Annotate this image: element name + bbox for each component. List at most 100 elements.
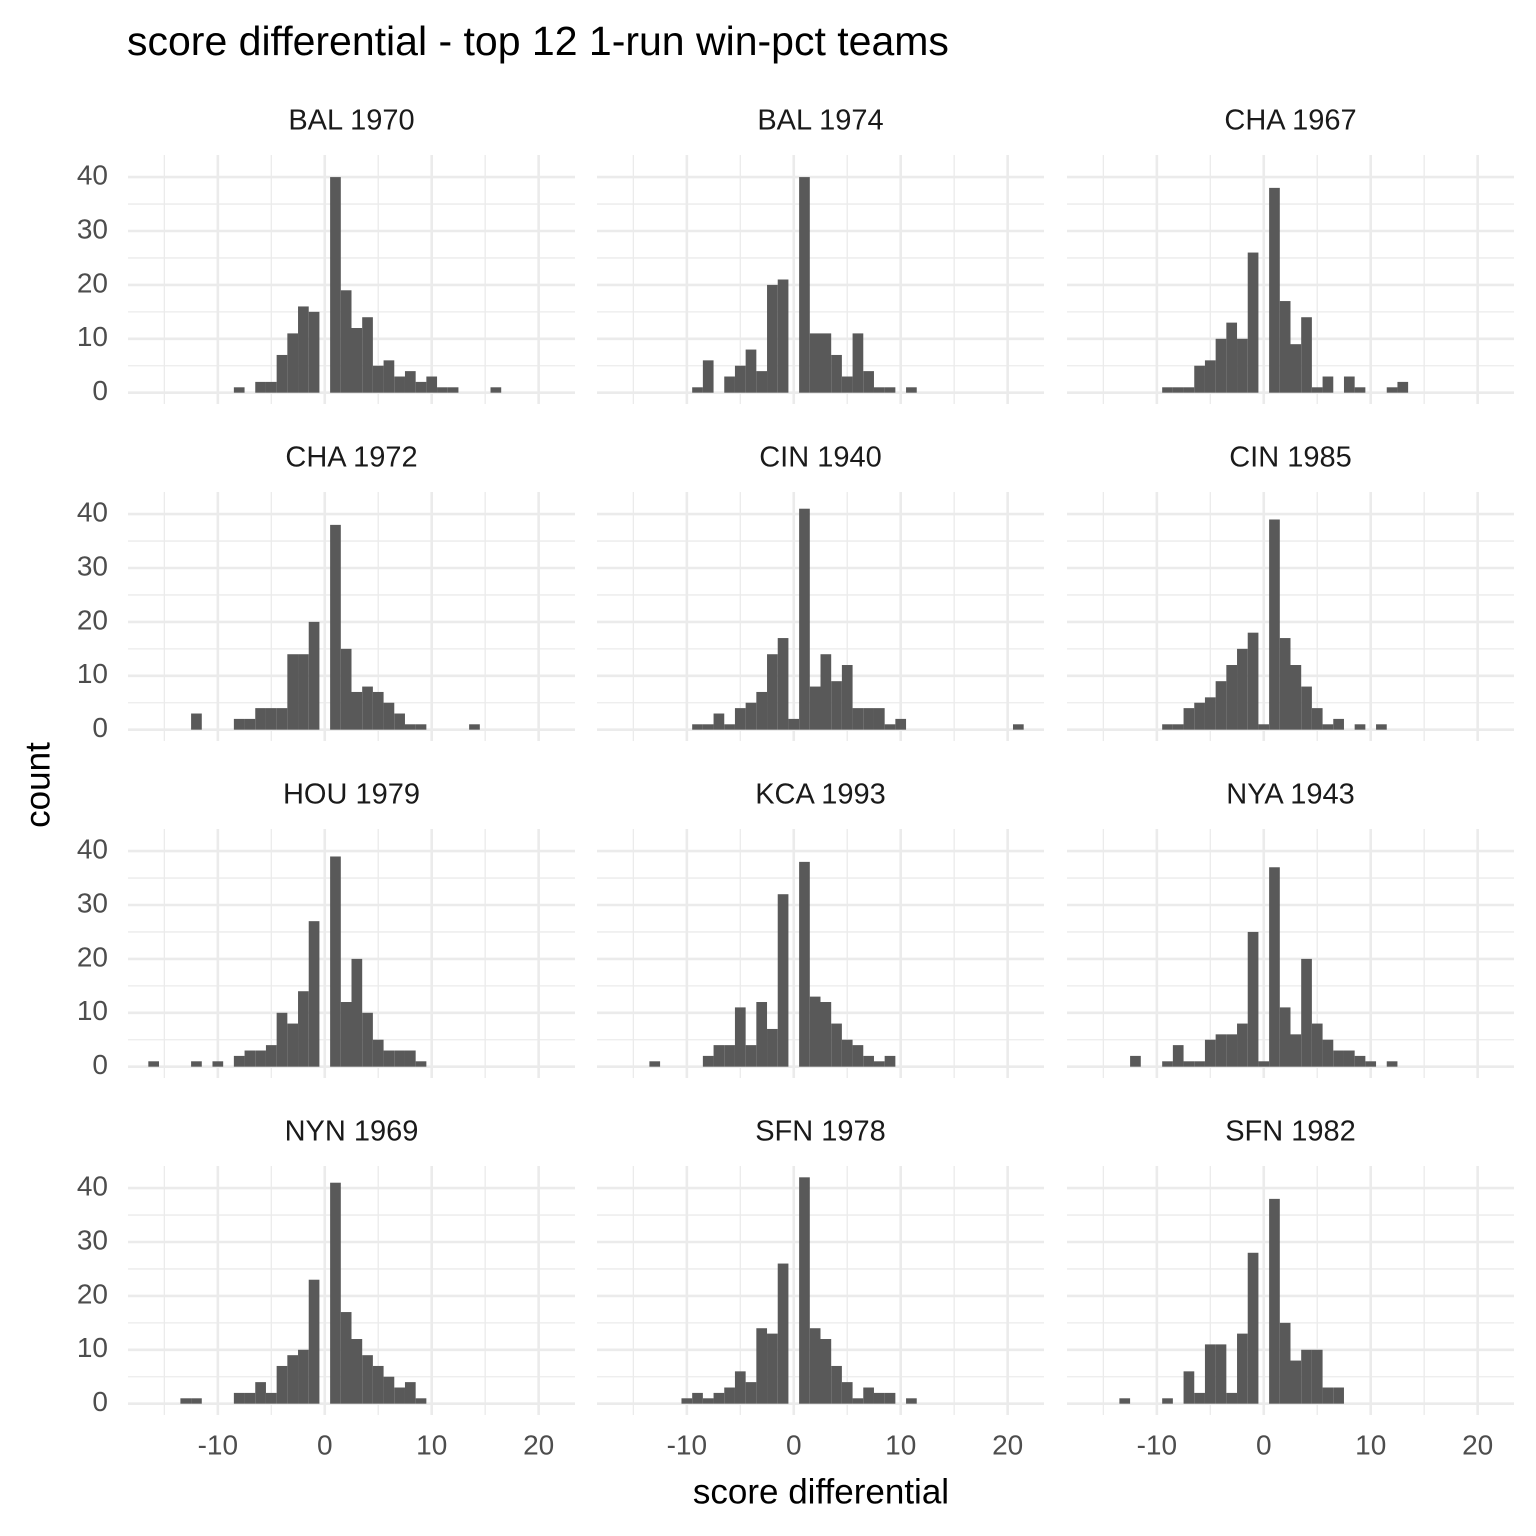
histogram-bar bbox=[244, 718, 256, 730]
y-tick-label: 10 bbox=[77, 658, 108, 689]
histogram-bar bbox=[1247, 931, 1259, 1067]
histogram-bar bbox=[713, 1392, 725, 1404]
y-tick-label: 20 bbox=[77, 604, 108, 635]
histogram-bar bbox=[308, 311, 320, 393]
histogram-bar bbox=[724, 376, 735, 393]
x-tick-label: -10 bbox=[667, 1429, 707, 1460]
histogram-bar bbox=[702, 724, 714, 730]
histogram-bar bbox=[756, 691, 768, 730]
histogram-bar bbox=[1354, 387, 1366, 393]
histogram-bar bbox=[799, 508, 810, 730]
histogram-bar bbox=[383, 702, 395, 730]
histogram-bar bbox=[724, 1387, 735, 1404]
histogram-bar bbox=[1322, 1387, 1334, 1404]
histogram-bar bbox=[1279, 1007, 1291, 1067]
histogram-bar bbox=[745, 349, 757, 393]
histogram-bar bbox=[767, 284, 778, 393]
histogram-bar bbox=[372, 691, 384, 730]
histogram-bar bbox=[1343, 1050, 1355, 1067]
histogram-bar bbox=[415, 1398, 427, 1404]
y-tick-label: 0 bbox=[92, 1049, 108, 1080]
histogram-bar bbox=[745, 1045, 757, 1067]
histogram-bar bbox=[852, 708, 864, 730]
histogram-bar bbox=[831, 354, 842, 393]
y-tick-label: 0 bbox=[92, 375, 108, 406]
x-tick-label: 20 bbox=[1462, 1429, 1493, 1460]
histogram-bar bbox=[1311, 708, 1323, 730]
histogram-bar bbox=[777, 894, 789, 1067]
histogram-bar bbox=[265, 381, 277, 393]
histogram-bar bbox=[1194, 1392, 1205, 1404]
histogram-bar bbox=[788, 718, 800, 730]
histogram-bar bbox=[287, 654, 299, 730]
histogram-bar bbox=[767, 1028, 778, 1067]
panel-title: HOU 1979 bbox=[283, 779, 420, 811]
histogram-bar bbox=[340, 1002, 352, 1067]
histogram-bar bbox=[1290, 1360, 1302, 1404]
histogram-bar bbox=[863, 1387, 874, 1404]
histogram-bar bbox=[394, 1387, 405, 1404]
histogram-bar bbox=[873, 387, 885, 393]
histogram-bar bbox=[1258, 724, 1270, 730]
histogram-bar bbox=[394, 1050, 405, 1067]
x-tick-label: 0 bbox=[1256, 1429, 1272, 1460]
histogram-bar bbox=[1269, 187, 1280, 393]
histogram-bar bbox=[1376, 724, 1387, 730]
x-tick-label: -10 bbox=[198, 1429, 238, 1460]
histogram-bar bbox=[884, 1392, 896, 1404]
y-tick-label: 40 bbox=[77, 833, 108, 864]
histogram-bar bbox=[447, 387, 459, 393]
histogram-bar bbox=[1012, 724, 1024, 730]
histogram-bar bbox=[1162, 1398, 1173, 1404]
histogram-bar bbox=[351, 691, 363, 730]
y-tick-label: 10 bbox=[77, 1332, 108, 1363]
x-tick-label: 20 bbox=[523, 1429, 554, 1460]
histogram-bar bbox=[244, 1050, 256, 1067]
histogram-bar bbox=[1215, 1344, 1227, 1404]
histogram-bar bbox=[1247, 252, 1259, 393]
histogram-bar bbox=[734, 1371, 746, 1404]
panel-title: CHA 1972 bbox=[285, 442, 417, 474]
y-tick-label: 30 bbox=[77, 887, 108, 918]
y-tick-label: 40 bbox=[77, 159, 108, 190]
histogram-bar bbox=[1194, 702, 1205, 730]
histogram-bar bbox=[404, 371, 416, 393]
histogram-bar bbox=[255, 381, 266, 393]
histogram-bar bbox=[1301, 686, 1312, 730]
histogram-bar bbox=[1269, 867, 1280, 1067]
histogram-bar bbox=[1397, 381, 1409, 393]
histogram-bar bbox=[330, 524, 341, 730]
histogram-bar bbox=[799, 177, 810, 393]
histogram-bar bbox=[362, 686, 373, 730]
histogram-bar bbox=[191, 1061, 202, 1067]
histogram-bar bbox=[809, 686, 821, 730]
x-tick-label: 10 bbox=[885, 1429, 916, 1460]
histogram-bar bbox=[1311, 1023, 1323, 1067]
histogram-bar bbox=[906, 1398, 917, 1404]
histogram-bar bbox=[1172, 724, 1184, 730]
y-tick-label: 20 bbox=[77, 1278, 108, 1309]
histogram-bar bbox=[777, 1263, 789, 1404]
histogram-bar bbox=[767, 654, 778, 730]
histogram-bar bbox=[1162, 387, 1173, 393]
histogram-bar bbox=[1279, 638, 1291, 730]
panel-title: KCA 1993 bbox=[755, 779, 886, 811]
histogram-bar bbox=[831, 1023, 842, 1067]
chart-title: score differential - top 12 1-run win-pc… bbox=[127, 18, 949, 64]
histogram-bar bbox=[692, 387, 703, 393]
histogram-bar bbox=[799, 1177, 810, 1404]
histogram-bar bbox=[884, 387, 896, 393]
histogram-bar bbox=[469, 724, 480, 730]
panel-title: SFN 1978 bbox=[755, 1116, 886, 1148]
histogram-bar bbox=[745, 702, 757, 730]
histogram-bar bbox=[1333, 718, 1344, 730]
histogram-bar bbox=[255, 708, 266, 730]
histogram-bar bbox=[820, 1002, 832, 1067]
histogram-bar bbox=[372, 1039, 384, 1067]
histogram-bar bbox=[649, 1061, 661, 1067]
histogram-bar bbox=[873, 1392, 885, 1404]
histogram-bar bbox=[244, 1392, 256, 1404]
histogram-bar bbox=[724, 1045, 735, 1067]
histogram-bar bbox=[330, 1182, 341, 1404]
